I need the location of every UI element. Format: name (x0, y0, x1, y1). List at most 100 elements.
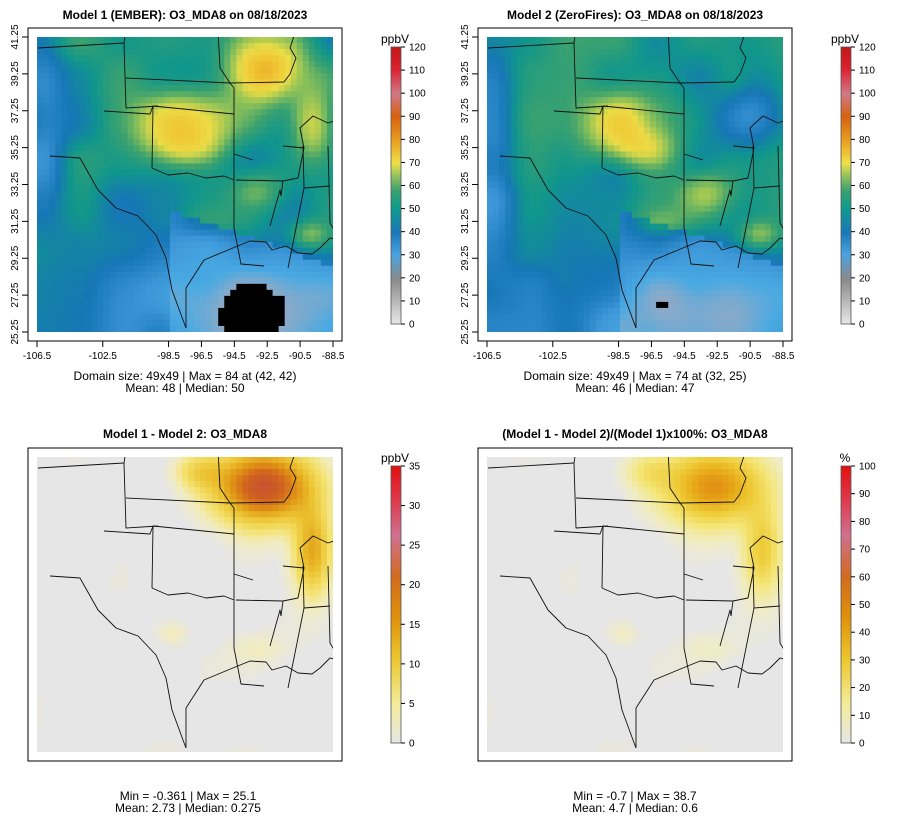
heatmap-cell (37, 85, 44, 92)
heatmap-cell (121, 127, 128, 134)
heatmap-cell (770, 79, 778, 86)
heatmap-cell (260, 97, 267, 104)
heatmap-cell (127, 151, 134, 158)
heatmap-cell (644, 115, 651, 122)
colorbar-tick-label: 0 (409, 320, 415, 331)
heatmap-cell (613, 109, 621, 116)
state-boundary (229, 73, 291, 84)
heatmap-cell (728, 37, 736, 44)
heatmap-cell (553, 247, 560, 255)
heatmap-cell (55, 181, 62, 188)
heatmap-cell (169, 145, 177, 152)
heatmap-cell (296, 109, 304, 116)
heatmap-cell (230, 307, 237, 315)
heatmap-cell (668, 307, 675, 315)
heatmap-cell (776, 199, 783, 206)
heatmap-cell (236, 121, 243, 128)
heatmap-cell (517, 265, 524, 273)
heatmap-cell (49, 151, 56, 158)
heatmap-cell (740, 181, 748, 188)
heatmap-cell (115, 313, 122, 321)
heatmap-cell (272, 55, 279, 62)
heatmap-cell (776, 169, 783, 176)
state-boundary (753, 185, 781, 189)
heatmap-cell (278, 229, 286, 237)
heatmap-cell (296, 49, 304, 56)
heatmap-cell (722, 223, 729, 230)
heatmap-cell (692, 301, 699, 309)
heatmap-cell (73, 85, 80, 92)
heatmap-cell (758, 169, 766, 176)
heatmap-cell (206, 67, 213, 74)
heatmap-cell (511, 199, 518, 206)
heatmap-cell (722, 199, 729, 206)
panel-model2: Model 2 (ZeroFires): O3_MDA8 on 08/18/20… (460, 8, 876, 395)
heatmap-cell (493, 319, 500, 327)
colorbar-tick-label: 50 (859, 204, 871, 215)
heatmap-cell (296, 79, 304, 86)
heatmap-cell (644, 97, 651, 104)
heatmap-cell (157, 61, 165, 68)
heatmap-cell (79, 307, 86, 315)
heatmap-cell (85, 61, 92, 68)
heatmap-cell (668, 241, 675, 249)
heatmap-cell (734, 79, 742, 86)
heatmap-cell (67, 289, 74, 297)
heatmap-cell (55, 97, 62, 104)
heatmap-cell (752, 139, 760, 146)
heatmap-cell (722, 67, 729, 74)
heatmap-cell (662, 139, 669, 146)
heatmap-cell (224, 79, 231, 86)
heatmap-cell (662, 247, 669, 255)
heatmap-cell (758, 259, 766, 267)
heatmap-cell (200, 283, 207, 291)
heatmap-cell (505, 115, 512, 122)
y-tick-label: 33.25 (10, 172, 21, 197)
heatmap-cell (692, 169, 699, 176)
heatmap-cell (577, 151, 584, 158)
heatmap-cell (692, 127, 699, 134)
heatmap-cell (487, 259, 494, 267)
heatmap-cell (218, 313, 225, 321)
heatmap-cell (302, 175, 310, 182)
heatmap-cell (266, 67, 273, 74)
heatmap-cell (529, 223, 536, 230)
heatmap-cell (43, 283, 50, 291)
heatmap-cell (212, 301, 219, 309)
heatmap-cell (49, 115, 56, 122)
heatmap-cell (740, 67, 748, 74)
heatmap-cell (139, 211, 147, 218)
heatmap-cell (493, 199, 500, 206)
heatmap-cell (67, 157, 74, 164)
heatmap-cell (254, 157, 261, 164)
heatmap-cell (73, 151, 80, 158)
heatmap-cell (517, 289, 524, 297)
heatmap-cell (175, 79, 183, 86)
heatmap-cell (145, 277, 153, 285)
heatmap-cell (698, 307, 705, 315)
heatmap-cell (212, 139, 219, 146)
heatmap-cell (619, 49, 627, 56)
heatmap-cell (284, 193, 292, 200)
heatmap-cell (133, 199, 141, 206)
heatmap-cell (668, 73, 675, 80)
heatmap-cell (553, 85, 560, 92)
heatmap-cell (224, 271, 231, 279)
heatmap-cell (595, 187, 603, 194)
heatmap-cell (487, 133, 494, 140)
state-boundary (739, 37, 747, 75)
heatmap-cell (37, 73, 44, 80)
heatmap-cell (650, 253, 657, 261)
heatmap-cell (266, 49, 273, 56)
heatmap-cell (79, 301, 86, 309)
heatmap-cell (266, 259, 273, 267)
heatmap-cell (613, 223, 621, 230)
heatmap-cell (266, 103, 273, 110)
heatmap-cell (613, 205, 621, 212)
heatmap-cell (133, 115, 141, 122)
heatmap-cell (565, 49, 572, 56)
heatmap-cell (290, 151, 298, 158)
heatmap-cell (175, 157, 183, 164)
heatmap-cell (517, 181, 524, 188)
heatmap-cell (770, 169, 778, 176)
